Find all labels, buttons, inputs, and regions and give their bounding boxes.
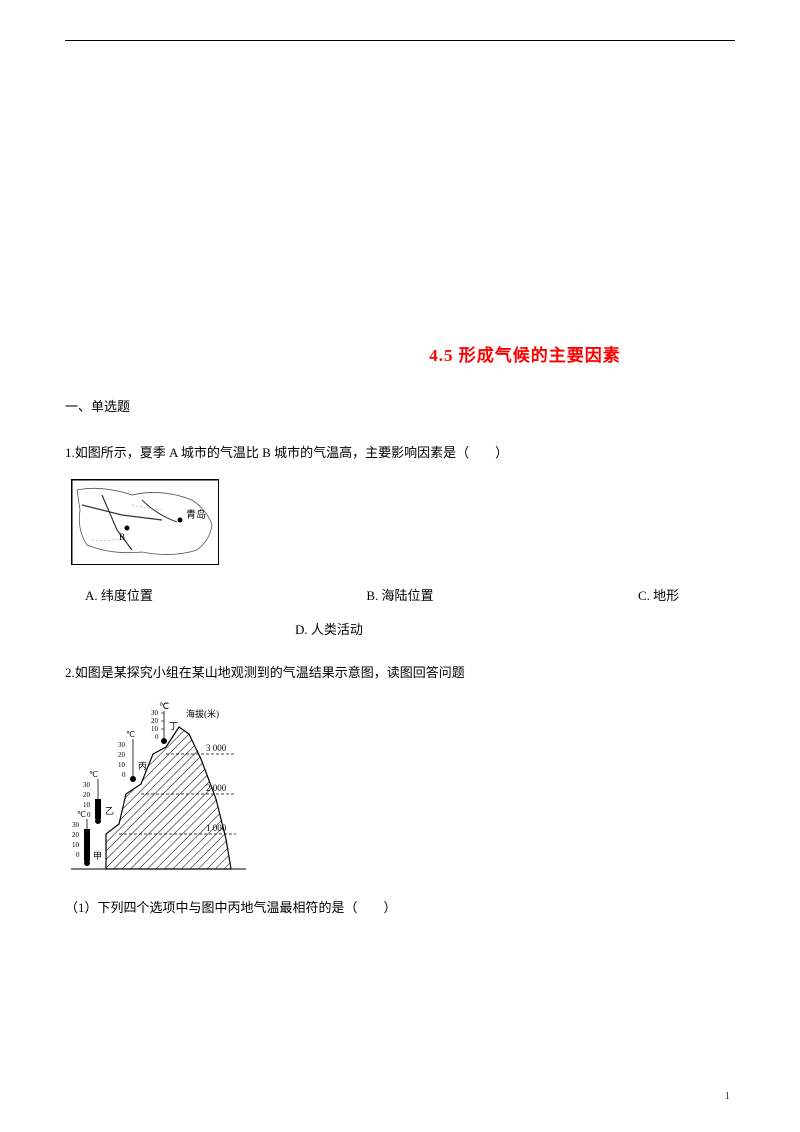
question-1-text: 1.如图所示，夏季 A 城市的气温比 B 城市的气温高，主要影响因素是（ ） <box>65 443 735 464</box>
svg-text:B: B <box>119 532 125 542</box>
question-2-sub-1: （1）下列四个选项中与图中丙地气温最相符的是（ ） <box>65 897 735 916</box>
svg-text:10: 10 <box>72 841 80 849</box>
svg-text:丁: 丁 <box>169 721 178 731</box>
svg-text:0: 0 <box>76 851 80 859</box>
svg-text:10: 10 <box>118 761 126 769</box>
svg-text:30: 30 <box>72 821 80 829</box>
svg-text:丙: 丙 <box>138 761 147 771</box>
option-c: C. 地形 <box>638 585 735 604</box>
svg-text:甲: 甲 <box>93 851 102 861</box>
question-2-text: 2.如图是某探究小组在某山地观测到的气温结果示意图，读图回答问题 <box>65 663 735 684</box>
document-title: 4.5 形成气候的主要因素 <box>315 341 735 366</box>
svg-text:乙: 乙 <box>105 806 114 816</box>
option-d: D. 人类活动 <box>295 622 363 637</box>
svg-text:2 000: 2 000 <box>206 783 227 793</box>
svg-text:℃: ℃ <box>77 810 86 819</box>
section-header: 一、单选题 <box>65 396 735 415</box>
question-2-figure: 3 000 2 000 1 000 海拔(米) ℃ 30 20 10 0 丁 <box>71 699 735 877</box>
svg-text:℃: ℃ <box>126 730 135 739</box>
svg-text:20: 20 <box>83 791 91 799</box>
svg-text:30: 30 <box>118 741 126 749</box>
svg-text:0: 0 <box>122 771 126 779</box>
svg-text:海拔(米): 海拔(米) <box>186 708 219 719</box>
horizontal-rule <box>65 40 735 41</box>
svg-text:℃: ℃ <box>159 701 169 711</box>
svg-text:10: 10 <box>151 725 159 733</box>
option-b: B. 海陆位置 <box>366 585 638 604</box>
svg-text:10: 10 <box>83 801 91 809</box>
option-a: A. 纬度位置 <box>85 585 366 604</box>
svg-text:20: 20 <box>118 751 126 759</box>
svg-text:30: 30 <box>83 781 91 789</box>
question-1-figure: B 青岛 <box>71 479 735 565</box>
svg-text:1 000: 1 000 <box>206 823 227 833</box>
svg-text:20: 20 <box>72 831 80 839</box>
page-number: 1 <box>725 1090 731 1102</box>
mountain-diagram: 3 000 2 000 1 000 海拔(米) ℃ 30 20 10 0 丁 <box>71 699 246 877</box>
svg-text:3 000: 3 000 <box>206 743 227 753</box>
svg-text:0: 0 <box>155 733 159 741</box>
map-image: B 青岛 <box>71 479 219 565</box>
svg-text:青岛: 青岛 <box>186 508 206 521</box>
svg-text:℃: ℃ <box>89 770 98 779</box>
svg-text:30: 30 <box>151 709 159 717</box>
svg-text:20: 20 <box>151 717 159 725</box>
question-1-options: A. 纬度位置 B. 海陆位置 C. 地形 <box>65 585 735 604</box>
question-1-option-d-row: D. 人类活动 <box>65 619 735 638</box>
svg-text:0: 0 <box>87 811 91 819</box>
